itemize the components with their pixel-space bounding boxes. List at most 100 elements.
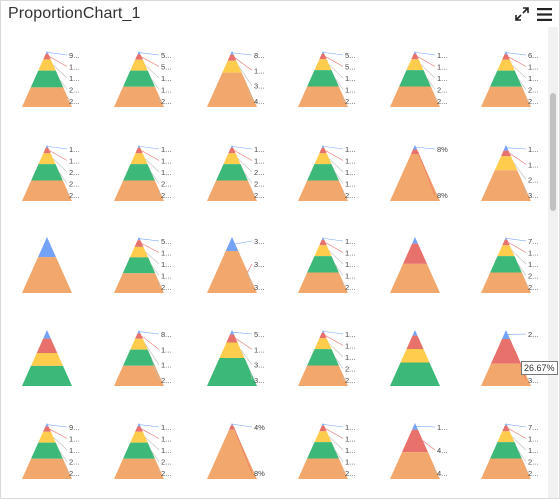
pyramid-19[interactable] — [22, 330, 72, 386]
pyramid-layer-red[interactable] — [403, 243, 427, 264]
pyramid-layer-blue[interactable] — [502, 330, 510, 339]
pyramid-layer-green[interactable] — [31, 442, 63, 459]
menu-icon[interactable] — [535, 5, 553, 23]
pyramid-28[interactable]: 1... 1... 1... 1... 2... — [298, 423, 355, 479]
pyramid-layer-green[interactable] — [207, 358, 257, 386]
pyramid-layer-orange[interactable] — [390, 86, 440, 107]
pyramid-layer-blue[interactable] — [38, 237, 56, 258]
pyramid-20[interactable]: 8... 1... 1... 2... — [114, 330, 171, 386]
pyramid-11[interactable]: 8% 8% — [390, 145, 448, 201]
pyramid-layer-orange[interactable] — [114, 458, 164, 479]
pyramid-layer-orange[interactable] — [114, 365, 164, 386]
pyramid-layer-red[interactable] — [319, 332, 327, 339]
pyramid-6[interactable]: 6... 1... 1... 2... 2... — [481, 51, 538, 107]
pyramid-layer-blue[interactable] — [321, 145, 325, 148]
pyramid-layer-green[interactable] — [307, 256, 339, 273]
pyramid-layer-red[interactable] — [411, 53, 419, 60]
pyramid-15[interactable]: 3... 3... 3... — [207, 237, 264, 293]
pyramid-layer-blue[interactable] — [45, 145, 49, 148]
pyramid-layer-orange[interactable] — [481, 86, 531, 107]
pyramid-layer-yellow[interactable] — [222, 60, 242, 73]
pyramid-layer-blue[interactable] — [45, 51, 49, 54]
pyramid-14[interactable]: 5... 1... 1... 1... 2... — [114, 237, 171, 293]
pyramid-layer-orange[interactable] — [298, 86, 348, 107]
pyramid-17[interactable] — [390, 237, 440, 293]
pyramid-layer-blue[interactable] — [503, 145, 509, 151]
pyramid-layer-orange[interactable] — [22, 458, 72, 479]
pyramid-layer-yellow[interactable] — [38, 59, 56, 71]
pyramid-layer-red[interactable] — [402, 429, 428, 453]
pyramid-layer-red[interactable] — [36, 338, 58, 353]
pyramid-layer-orange[interactable] — [207, 251, 257, 293]
pyramid-layer-green[interactable] — [490, 256, 522, 273]
pyramid-layer-orange[interactable] — [207, 429, 257, 479]
pyramid-layer-yellow[interactable] — [38, 153, 56, 165]
pyramid-layer-yellow[interactable] — [497, 245, 515, 257]
pyramid-layer-red[interactable] — [135, 147, 143, 154]
pyramid-layer-yellow[interactable] — [38, 431, 56, 443]
pyramid-layer-red[interactable] — [411, 149, 419, 154]
pyramid-layer-green[interactable] — [216, 164, 248, 181]
pyramid-layer-green[interactable] — [123, 164, 155, 181]
pyramid-layer-red[interactable] — [502, 54, 510, 60]
pyramid-layer-green[interactable] — [31, 164, 63, 181]
pyramid-22[interactable]: 1... 1... 1... 2... 2... — [298, 330, 355, 386]
pyramid-layer-red[interactable] — [502, 239, 510, 246]
pyramid-layer-orange[interactable] — [298, 272, 348, 293]
pyramid-layer-orange[interactable] — [481, 363, 531, 386]
pyramid-layer-blue[interactable] — [137, 330, 141, 334]
vertical-scrollbar[interactable] — [548, 27, 558, 498]
pyramid-layer-green[interactable] — [390, 362, 440, 386]
pyramid-layer-orange[interactable] — [207, 180, 257, 201]
pyramid-layer-orange[interactable] — [298, 365, 348, 386]
pyramid-layer-blue[interactable] — [45, 423, 49, 427]
pyramid-layer-orange[interactable] — [22, 257, 72, 293]
pyramid-layer-yellow[interactable] — [130, 338, 148, 350]
pyramid-layer-orange[interactable] — [481, 458, 531, 479]
pyramid-layer-blue[interactable] — [321, 423, 325, 426]
pyramid-layer-yellow[interactable] — [314, 153, 332, 165]
pyramid-layer-blue[interactable] — [412, 423, 418, 430]
pyramid-layer-green[interactable] — [307, 442, 339, 459]
pyramid-layer-green[interactable] — [490, 442, 522, 459]
pyramid-layer-blue[interactable] — [231, 423, 233, 426]
pyramid-layer-green[interactable] — [307, 70, 339, 87]
pyramid-24[interactable]: 2... 3... — [481, 330, 538, 386]
pyramid-layer-red[interactable] — [135, 426, 143, 432]
pyramid-layer-red[interactable] — [226, 334, 238, 343]
pyramid-layer-orange[interactable] — [22, 87, 72, 107]
pyramid-layer-yellow[interactable] — [314, 431, 332, 443]
pyramid-23[interactable] — [390, 330, 440, 386]
pyramid-27[interactable]: 4% 8% — [207, 423, 265, 479]
scrollbar-thumb[interactable] — [550, 93, 556, 211]
pyramid-layer-green[interactable] — [307, 164, 339, 181]
pyramid-3[interactable]: 8... 1... 3... 4... — [207, 51, 264, 107]
pyramid-layer-blue[interactable] — [321, 237, 325, 240]
pyramid-layer-yellow[interactable] — [314, 338, 332, 350]
pyramid-layer-orange[interactable] — [22, 180, 72, 201]
pyramid-layer-blue[interactable] — [225, 237, 239, 251]
pyramid-layer-red[interactable] — [319, 147, 327, 154]
pyramid-layer-red[interactable] — [43, 147, 51, 154]
pyramid-layer-blue[interactable] — [504, 51, 508, 55]
pyramid-2[interactable]: 5... 5... 1... 1... 2... — [114, 51, 171, 107]
pyramid-layer-red[interactable] — [319, 239, 327, 246]
pyramid-10[interactable]: 1... 1... 1... 1... 2... — [298, 145, 355, 201]
pyramid-layer-blue[interactable] — [137, 423, 141, 427]
pyramid-1[interactable]: 9... 1... 1... 2... 2... — [22, 51, 79, 107]
pyramid-7[interactable]: 1... 1... 2... 2... 2... — [22, 145, 79, 201]
pyramid-layer-red[interactable] — [43, 53, 51, 60]
pyramid-5[interactable]: 1... 1... 1... 2... 2... — [390, 51, 447, 107]
pyramid-layer-red[interactable] — [135, 333, 143, 339]
pyramid-layer-blue[interactable] — [137, 145, 141, 148]
pyramid-layer-red[interactable] — [229, 425, 235, 430]
pyramid-layer-blue[interactable] — [230, 145, 234, 148]
pyramid-25[interactable]: 9... 1... 1... 2... 2... — [22, 423, 79, 479]
pyramid-layer-orange[interactable] — [114, 86, 164, 107]
pyramid-layer-blue[interactable] — [412, 330, 418, 336]
pyramid-layer-green[interactable] — [399, 70, 431, 87]
pyramid-layer-yellow[interactable] — [130, 431, 148, 443]
pyramid-layer-yellow[interactable] — [400, 349, 430, 363]
pyramid-layer-yellow[interactable] — [130, 153, 148, 165]
pyramid-layer-yellow[interactable] — [314, 245, 332, 257]
